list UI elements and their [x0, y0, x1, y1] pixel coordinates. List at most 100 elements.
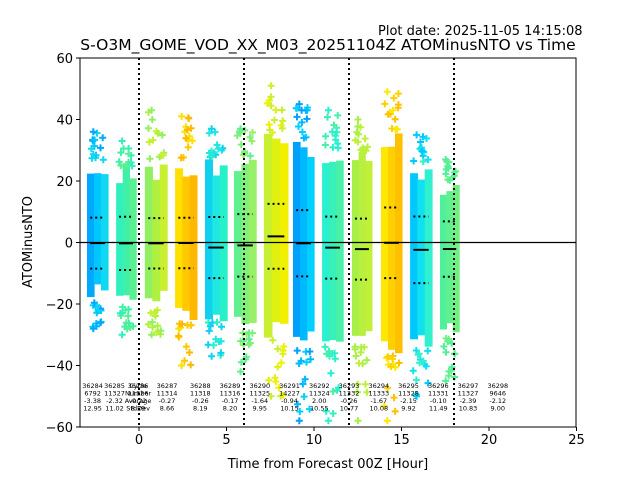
point-cloud — [152, 179, 161, 302]
plus-marker — [329, 388, 337, 395]
plus-marker — [295, 417, 303, 425]
plus-marker — [154, 129, 162, 137]
plus-marker — [293, 104, 301, 112]
stat-number: 6792 — [84, 390, 101, 398]
stat-cycle: 36289 — [220, 382, 241, 390]
plus-marker — [149, 136, 157, 144]
plus-marker — [449, 173, 457, 181]
data-marks — [87, 82, 460, 425]
stat-number: 11318 — [190, 390, 211, 398]
plus-marker — [300, 393, 308, 401]
plus-marker — [383, 88, 391, 96]
plus-marker — [333, 128, 341, 136]
cycle-36296-points — [380, 88, 403, 425]
plus-marker — [213, 141, 221, 149]
plus-marker — [144, 320, 152, 328]
plus-marker — [265, 376, 273, 384]
plus-marker — [218, 323, 225, 331]
plus-marker — [364, 143, 371, 151]
cycle-36289-points — [175, 112, 198, 369]
cycle-36287-points — [115, 137, 137, 339]
plus-marker — [269, 336, 277, 344]
plus-marker — [324, 106, 332, 114]
plus-marker — [275, 384, 283, 392]
stat-cycle: 36292 — [309, 382, 330, 390]
plus-marker — [409, 367, 417, 375]
cycle-36298-points — [440, 156, 460, 385]
plus-marker — [324, 113, 331, 121]
stat-average: -2.15 — [400, 397, 417, 405]
stat-number: 11327 — [458, 390, 479, 398]
stat-number: 11324 — [309, 390, 330, 398]
stats-annotations: 362846792-3.3812.953628511327-2.3211.023… — [82, 382, 508, 413]
y-axis-label: ATOMinusNTO — [21, 196, 36, 288]
plus-marker — [442, 170, 450, 178]
stat-number: 14227 — [279, 390, 300, 398]
x-tick-label: 0 — [135, 433, 143, 448]
stat-stddev: 9.00 — [491, 405, 505, 413]
plus-marker — [355, 359, 363, 367]
plus-marker — [416, 359, 424, 367]
plus-marker — [237, 125, 245, 133]
stat-average: -2.32 — [106, 397, 123, 405]
plus-marker — [389, 106, 397, 114]
stat-stddev: 10.77 — [340, 405, 359, 413]
plus-marker — [303, 358, 310, 366]
plus-marker — [424, 347, 432, 355]
plus-marker — [354, 123, 362, 130]
y-tick-label: −40 — [46, 360, 73, 375]
plus-marker — [89, 150, 97, 158]
plus-marker — [389, 355, 396, 363]
plus-marker — [306, 405, 313, 413]
point-cloud — [381, 147, 389, 342]
stat-stddev: 8.66 — [160, 405, 174, 413]
plus-marker — [270, 116, 278, 124]
plus-marker — [205, 129, 213, 137]
plus-marker — [293, 347, 301, 355]
plus-marker — [335, 384, 342, 392]
plus-marker — [267, 392, 275, 400]
plus-marker — [279, 391, 287, 399]
cycle-36292-points — [263, 82, 289, 400]
plus-marker — [418, 147, 426, 155]
plus-marker — [299, 380, 307, 388]
plus-marker — [306, 348, 314, 355]
plus-marker — [321, 141, 329, 149]
plus-marker — [267, 82, 275, 90]
plus-marker — [354, 116, 362, 123]
stat-cycle: 36298 — [487, 382, 508, 390]
plus-marker — [331, 355, 339, 363]
plus-marker — [125, 305, 132, 313]
plus-marker — [445, 372, 453, 380]
plus-marker — [210, 341, 218, 349]
plus-marker — [147, 309, 155, 317]
plus-marker — [214, 145, 222, 153]
plus-marker — [357, 343, 365, 351]
stat-stddev: 10.55 — [310, 405, 329, 413]
point-cloud — [205, 159, 213, 320]
plus-marker — [263, 99, 271, 107]
plus-marker — [123, 162, 131, 170]
plus-marker — [361, 135, 369, 143]
y-tick-label: 20 — [56, 175, 73, 190]
plus-marker — [415, 350, 423, 358]
plus-marker — [208, 352, 216, 360]
plus-marker — [272, 106, 280, 114]
plus-marker — [380, 402, 388, 410]
stat-number: 11314 — [157, 390, 178, 398]
plus-marker — [187, 321, 195, 329]
plus-marker — [158, 131, 166, 139]
stat-average: -0.17 — [222, 397, 239, 405]
plus-marker — [89, 325, 97, 333]
plus-marker — [152, 329, 160, 337]
reference-lines — [80, 58, 576, 427]
plus-marker — [326, 352, 333, 360]
point-cloud — [122, 166, 130, 296]
plus-marker — [178, 112, 186, 120]
plus-marker — [384, 353, 392, 361]
plus-marker — [352, 352, 360, 360]
stat-number: 11316 — [220, 390, 241, 398]
plus-marker — [265, 121, 273, 129]
stat-cycle: 36286 — [128, 382, 149, 390]
plus-marker — [354, 417, 362, 425]
